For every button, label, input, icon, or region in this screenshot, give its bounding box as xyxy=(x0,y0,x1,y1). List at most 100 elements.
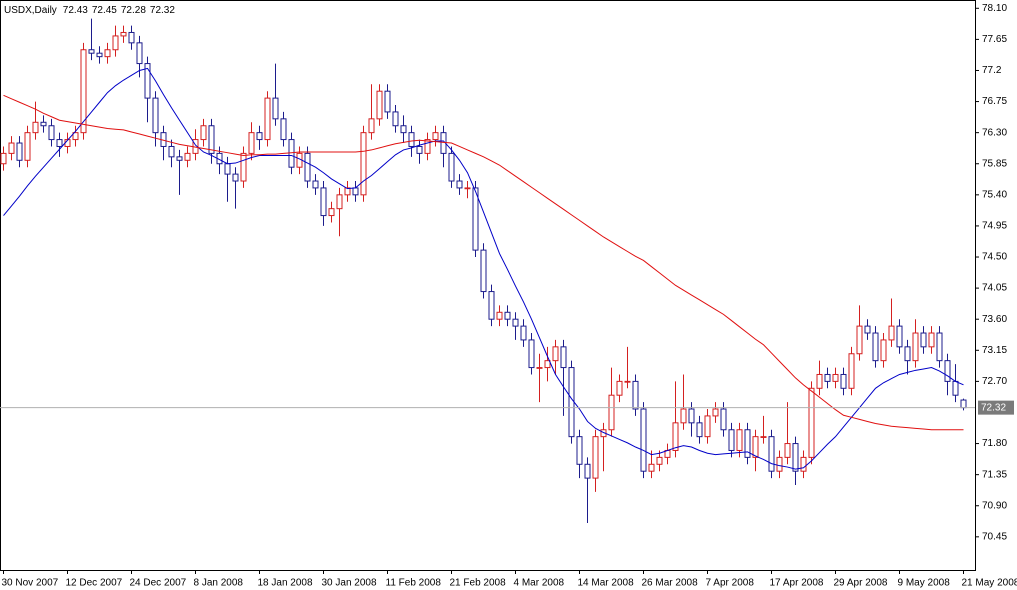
candle-body xyxy=(680,408,687,424)
candle-body xyxy=(112,35,119,51)
candle-body xyxy=(832,373,839,382)
candle-body xyxy=(152,97,159,134)
candle-body xyxy=(752,436,759,458)
x-tick-label: 7 Apr 2008 xyxy=(706,578,755,589)
candle-body xyxy=(576,436,583,465)
candle-body xyxy=(144,63,151,99)
candle-body xyxy=(544,360,551,369)
symbol: USDX,Daily xyxy=(4,5,57,16)
x-tick-label: 30 Jan 2008 xyxy=(322,578,377,589)
candle-body xyxy=(888,325,895,341)
x-tick-label: 29 Apr 2008 xyxy=(834,578,888,589)
candle-body xyxy=(488,291,495,320)
candle-body xyxy=(568,367,575,438)
ohlc-close: 72.32 xyxy=(150,5,175,16)
candle-body xyxy=(712,408,719,417)
candle-body xyxy=(136,42,143,65)
candle-body xyxy=(512,318,519,327)
candle-body xyxy=(904,346,911,362)
candle-body xyxy=(504,311,511,320)
x-tick-label: 9 May 2008 xyxy=(898,578,951,589)
candle-body xyxy=(792,443,799,472)
candle-body xyxy=(312,180,319,189)
candle-body xyxy=(120,31,127,37)
moving-average xyxy=(3,67,964,470)
candle-body xyxy=(672,422,679,451)
candle-body xyxy=(368,118,375,134)
y-tick-label: 76.30 xyxy=(982,127,1007,138)
candle-body xyxy=(328,208,335,217)
candle-body xyxy=(288,139,295,168)
candle-body xyxy=(232,173,239,182)
price-tag xyxy=(978,400,1014,415)
candle-body xyxy=(624,380,631,383)
candle-body xyxy=(48,125,55,141)
candle-body xyxy=(760,436,767,438)
candle-body xyxy=(744,429,751,458)
candle-body xyxy=(560,346,567,369)
candle-body xyxy=(240,152,247,182)
candle-body xyxy=(696,422,703,438)
candle-body xyxy=(280,118,287,141)
y-tick-label: 74.95 xyxy=(982,221,1007,232)
candle-body xyxy=(872,332,879,362)
x-tick-label: 26 Mar 2008 xyxy=(642,578,699,589)
plot-frame xyxy=(0,0,976,571)
candle-body xyxy=(72,132,79,141)
candle-body xyxy=(496,311,503,320)
candle-body xyxy=(536,367,543,369)
candle-body xyxy=(480,249,487,293)
x-tick-label: 12 Dec 2007 xyxy=(66,578,123,589)
candle-body xyxy=(920,332,927,348)
candle-body xyxy=(8,142,15,154)
ohlc-low: 72.28 xyxy=(121,5,146,16)
candle-body xyxy=(208,125,215,154)
candle-body xyxy=(824,373,831,382)
candle-body xyxy=(520,325,527,341)
candle-body xyxy=(784,443,791,458)
candle-body xyxy=(80,49,87,134)
candle-body xyxy=(56,139,63,147)
candle-body xyxy=(944,360,951,382)
candle-body xyxy=(416,145,423,154)
candle-body xyxy=(688,408,695,424)
x-tick-label: 24 Dec 2007 xyxy=(130,578,187,589)
candle-body xyxy=(464,187,471,190)
candle-body xyxy=(40,121,47,127)
candle-body xyxy=(24,132,31,161)
candle-body xyxy=(360,132,367,196)
candle-body xyxy=(272,97,279,120)
candle-body xyxy=(616,380,623,396)
candle-body xyxy=(392,111,399,127)
candle-body xyxy=(952,380,959,396)
ohlc-open: 72.43 xyxy=(63,5,88,16)
candle-body xyxy=(896,325,903,348)
y-tick-label: 78.10 xyxy=(982,3,1007,14)
y-tick-label: 71.80 xyxy=(982,438,1007,449)
ohlc-high: 72.45 xyxy=(92,5,117,16)
candle-body xyxy=(32,121,39,134)
price-tag-label: 72.32 xyxy=(981,402,1006,413)
candle-body xyxy=(264,97,271,141)
candle-body xyxy=(528,339,535,369)
candle-body xyxy=(864,325,871,334)
candle-body xyxy=(856,325,863,355)
candle-body xyxy=(384,90,391,113)
y-tick-label: 73.15 xyxy=(982,345,1007,356)
y-tick-label: 70.90 xyxy=(982,500,1007,511)
candle-body xyxy=(800,456,807,472)
candle-body xyxy=(912,332,919,362)
y-tick-label: 76.75 xyxy=(982,96,1007,107)
candle-body xyxy=(408,132,415,147)
x-tick-label: 11 Feb 2008 xyxy=(386,578,442,589)
candle-body xyxy=(656,456,663,465)
candle-body xyxy=(816,373,823,389)
candle-body xyxy=(936,332,943,362)
candle-body xyxy=(552,346,559,362)
candle-body xyxy=(400,125,407,134)
candle-body xyxy=(840,373,847,389)
x-tick-label: 30 Nov 2007 xyxy=(2,578,59,589)
candle-body xyxy=(200,125,207,141)
